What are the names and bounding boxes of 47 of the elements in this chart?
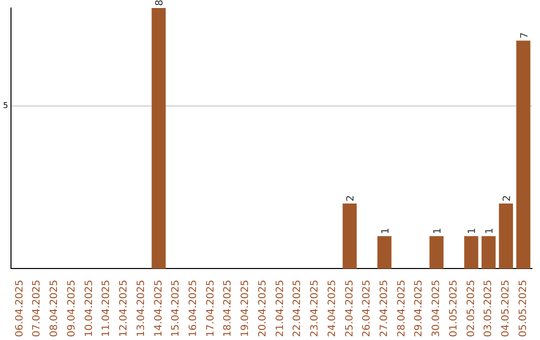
x-tick-label: 29.04.2025 bbox=[414, 280, 425, 338]
bar bbox=[482, 236, 496, 269]
x-tick-label: 28.04.2025 bbox=[396, 280, 408, 338]
x-tick-label: 13.04.2025 bbox=[136, 280, 147, 338]
x-tick-label: 23.04.2025 bbox=[310, 280, 321, 338]
bar bbox=[342, 204, 357, 269]
bar bbox=[152, 8, 166, 269]
x-tick-label: 19.04.2025 bbox=[240, 280, 252, 338]
x-tick-label: 20.04.2025 bbox=[257, 280, 268, 338]
x-tick-label: 17.04.2025 bbox=[205, 280, 216, 338]
x-tick-label: 12.04.2025 bbox=[118, 280, 130, 338]
data-label: 2 bbox=[346, 195, 357, 202]
x-tick-label: 26.04.2025 bbox=[362, 280, 373, 338]
x-tick-label: 25.04.2025 bbox=[344, 280, 356, 338]
x-tick-label: 06.04.2025 bbox=[14, 280, 26, 338]
x-tick-label: 09.04.2025 bbox=[66, 280, 78, 338]
x-tick-label: 05.05.2025 bbox=[518, 280, 529, 338]
x-tick-label: 10.04.2025 bbox=[84, 280, 95, 338]
data-label: 1 bbox=[432, 228, 444, 234]
x-tick-label: 04.05.2025 bbox=[500, 280, 512, 338]
x-tick-label: 11.04.2025 bbox=[101, 280, 112, 338]
x-tick-label: 24.04.2025 bbox=[326, 280, 338, 338]
bar bbox=[498, 204, 513, 269]
bar bbox=[429, 236, 444, 269]
data-label: 1 bbox=[380, 228, 392, 234]
bar bbox=[377, 236, 392, 269]
x-tick-label: 03.05.2025 bbox=[483, 280, 494, 338]
data-label: 1 bbox=[484, 228, 496, 234]
x-tick-label: 22.04.2025 bbox=[292, 280, 304, 338]
data-label: 1 bbox=[467, 228, 478, 234]
x-tick-label: 18.04.2025 bbox=[222, 280, 234, 338]
data-label: 8 bbox=[154, 0, 166, 6]
x-tick-label: 14.04.2025 bbox=[153, 280, 164, 338]
x-tick-label: 30.04.2025 bbox=[431, 280, 442, 338]
data-label: 2 bbox=[502, 195, 513, 202]
x-tick-label: 02.05.2025 bbox=[466, 280, 477, 338]
x-tick-label: 01.05.2025 bbox=[448, 280, 460, 338]
x-tick-label: 08.04.2025 bbox=[49, 280, 60, 338]
data-label: 7 bbox=[519, 32, 530, 39]
x-tick-label: 21.04.2025 bbox=[274, 280, 286, 338]
x-tick-label: 07.04.2025 bbox=[32, 280, 43, 338]
x-tick-label: 15.04.2025 bbox=[170, 280, 182, 338]
x-tick-label: 16.04.2025 bbox=[188, 280, 199, 338]
bar bbox=[464, 236, 478, 269]
x-tick-label: 27.04.2025 bbox=[379, 280, 390, 338]
bar bbox=[516, 40, 530, 269]
y-tick-label: 5 bbox=[2, 100, 8, 110]
